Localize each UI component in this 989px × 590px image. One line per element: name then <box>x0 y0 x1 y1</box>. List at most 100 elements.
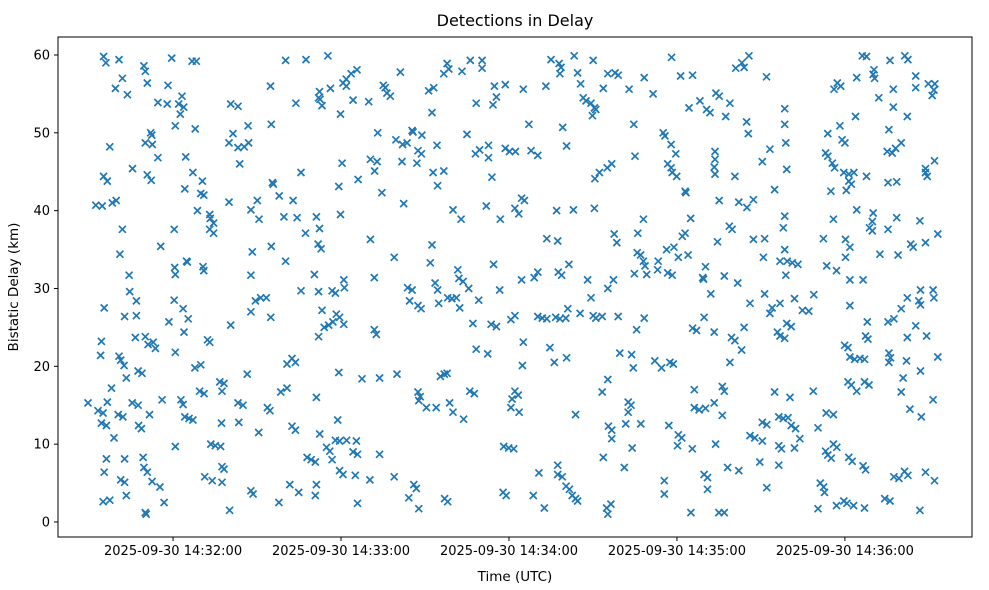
data-point-marker <box>348 95 358 105</box>
data-point-marker <box>599 453 608 462</box>
data-point-marker <box>439 166 448 176</box>
data-point-marker <box>122 491 131 500</box>
data-point-marker <box>633 229 642 238</box>
data-point-marker <box>723 463 732 472</box>
data-point-marker <box>112 196 121 205</box>
data-point-marker <box>426 258 435 267</box>
data-point-marker <box>737 345 746 355</box>
data-point-marker <box>452 293 461 302</box>
data-point-marker <box>553 470 562 479</box>
data-point-marker <box>787 322 796 331</box>
data-point-marker <box>905 404 915 414</box>
data-point-marker <box>520 196 529 205</box>
data-point-marker <box>120 312 129 321</box>
data-point-marker <box>266 81 275 91</box>
data-point-marker <box>246 271 256 280</box>
data-point-marker <box>409 480 418 489</box>
data-point-marker <box>561 313 570 323</box>
data-point-marker <box>721 112 730 121</box>
data-point-marker <box>669 243 679 252</box>
data-point-marker <box>178 304 188 313</box>
data-point-marker <box>809 387 818 396</box>
data-point-marker <box>669 359 678 369</box>
data-point-marker <box>372 330 381 339</box>
data-point-marker <box>413 387 423 397</box>
data-point-marker <box>852 73 861 82</box>
data-point-marker <box>744 129 753 138</box>
data-point-marker <box>903 55 913 64</box>
data-point-marker <box>781 138 790 148</box>
data-point-marker <box>860 377 869 387</box>
data-point-marker <box>830 163 839 172</box>
data-point-marker <box>692 326 701 335</box>
data-point-marker <box>217 387 227 396</box>
data-point-marker <box>199 190 208 200</box>
data-point-marker <box>790 443 799 453</box>
data-point-marker <box>922 331 931 341</box>
data-point-marker <box>718 411 727 420</box>
data-point-marker <box>829 85 839 94</box>
data-point-marker <box>903 293 912 302</box>
data-point-marker <box>744 51 754 60</box>
data-point-marker <box>790 294 799 303</box>
data-point-marker <box>823 129 832 138</box>
data-point-marker <box>725 99 735 108</box>
data-point-marker <box>427 108 437 117</box>
data-point-marker <box>603 69 612 78</box>
data-point-marker <box>484 153 493 162</box>
data-point-marker <box>141 332 150 341</box>
data-point-marker <box>339 275 348 285</box>
data-point-marker <box>417 130 427 140</box>
data-point-marker <box>598 387 607 397</box>
data-point-marker <box>519 338 528 347</box>
data-point-marker <box>725 358 735 367</box>
data-point-marker <box>311 491 320 500</box>
data-point-marker <box>570 51 579 60</box>
data-point-marker <box>310 270 319 279</box>
data-point-marker <box>666 140 676 149</box>
data-point-marker <box>868 226 877 236</box>
data-point-marker <box>424 86 433 95</box>
data-point-marker <box>916 366 925 376</box>
data-point-marker <box>657 363 666 373</box>
data-point-marker <box>832 501 841 510</box>
data-point-marker <box>607 434 616 443</box>
data-point-marker <box>317 101 327 110</box>
data-point-marker <box>108 198 117 208</box>
data-point-marker <box>849 168 859 177</box>
data-point-marker <box>334 182 343 191</box>
data-point-marker <box>442 369 452 378</box>
data-point-marker <box>209 229 218 238</box>
data-point-marker <box>780 245 789 254</box>
data-point-marker <box>246 307 256 316</box>
data-point-marker <box>477 64 487 73</box>
data-point-marker <box>417 149 426 158</box>
data-point-marker <box>470 389 479 398</box>
data-point-marker <box>100 468 109 477</box>
data-point-marker <box>819 234 828 243</box>
data-point-marker <box>370 273 379 282</box>
data-point-marker <box>823 152 832 161</box>
data-point-marker <box>422 403 431 412</box>
data-point-marker <box>143 78 152 88</box>
data-point-marker <box>176 395 186 404</box>
data-point-marker <box>598 312 607 321</box>
data-point-marker <box>235 159 244 169</box>
data-point-marker <box>558 123 567 132</box>
data-point-marker <box>720 387 729 396</box>
data-point-marker <box>433 181 442 190</box>
data-point-marker <box>352 436 361 446</box>
data-point-marker <box>889 314 899 323</box>
data-point-marker <box>686 214 695 223</box>
data-point-marker <box>821 447 830 456</box>
data-point-marker <box>558 472 567 481</box>
data-point-marker <box>147 130 156 140</box>
data-point-marker <box>730 172 740 181</box>
data-point-marker <box>316 244 326 253</box>
data-point-marker <box>147 477 157 486</box>
data-point-marker <box>624 408 633 417</box>
data-point-marker <box>294 488 303 497</box>
data-point-marker <box>813 504 823 513</box>
data-point-marker <box>829 215 838 224</box>
